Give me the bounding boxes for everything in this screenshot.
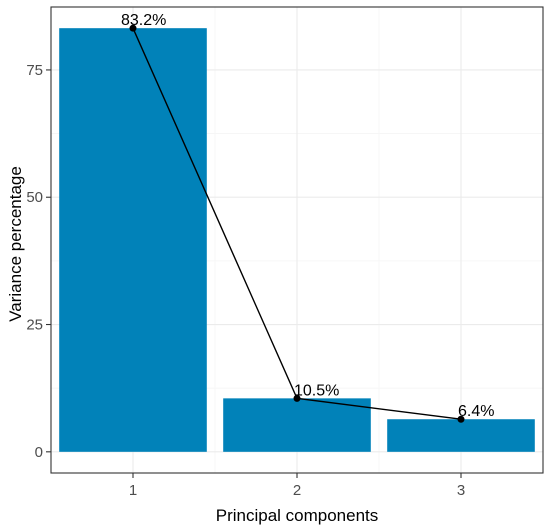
bar-3	[387, 419, 535, 452]
x-axis: 1 2 3	[129, 473, 465, 499]
bar-2	[223, 398, 371, 452]
y-tick-label: 75	[26, 62, 43, 79]
point-1	[129, 24, 137, 32]
data-label-2: 10.5%	[294, 382, 339, 399]
point-2	[293, 394, 301, 402]
x-tick-label: 2	[293, 482, 301, 499]
y-axis-title: Variance percentage	[6, 166, 25, 322]
bars-group	[59, 28, 535, 452]
points-layer	[129, 24, 465, 423]
point-3	[457, 415, 465, 423]
data-label-3: 6.4%	[458, 403, 494, 420]
x-axis-title: Principal components	[216, 506, 379, 525]
x-tick-label: 1	[129, 482, 137, 499]
y-tick-label: 50	[26, 189, 43, 206]
y-axis: 0 25 50 75	[26, 62, 51, 461]
y-tick-label: 0	[35, 444, 43, 461]
bar-1	[59, 28, 207, 452]
y-tick-label: 25	[26, 317, 43, 334]
data-labels-group: 83.2% 10.5% 6.4%	[121, 12, 494, 420]
data-label-1: 83.2%	[121, 12, 166, 29]
x-tick-label: 3	[457, 482, 465, 499]
